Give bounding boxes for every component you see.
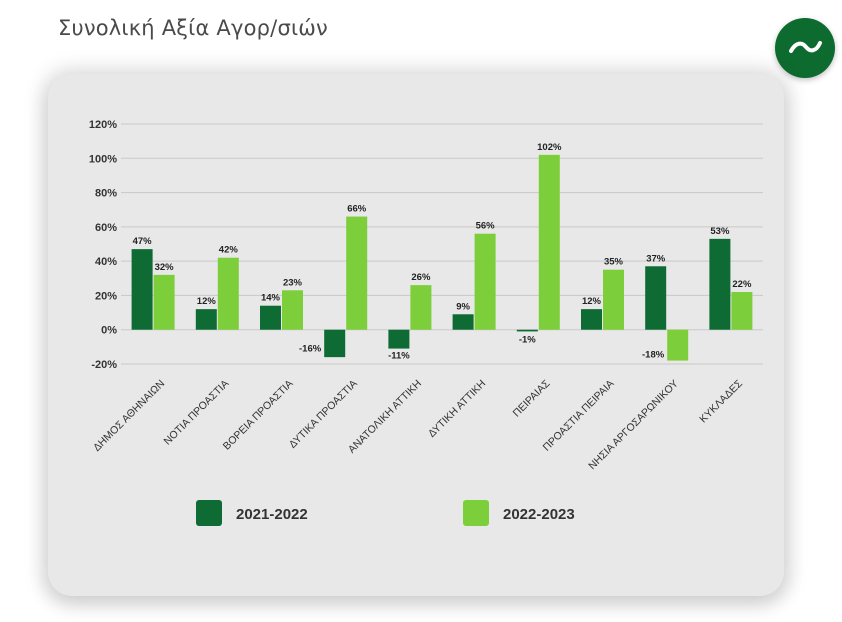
data-label: 47% <box>133 236 153 247</box>
logo <box>775 18 835 78</box>
legend-label: 2022-2023 <box>503 506 575 523</box>
data-label: -16% <box>299 344 322 355</box>
data-label: 102% <box>537 142 562 153</box>
bar <box>153 274 175 330</box>
bar <box>346 216 368 330</box>
x-tick-label: ΝΟΤΙΑ ΠΡΟΑΣΤΙΑ <box>162 378 232 448</box>
x-tick-label: ΔΥΤΙΚΗ ΑΤΤΙΚΗ <box>426 378 488 440</box>
data-label: 66% <box>347 204 367 215</box>
bar <box>410 285 432 330</box>
y-tick-label: -20% <box>91 359 117 371</box>
page-title: Συνολική Αξία Αγορ/σιών <box>58 16 328 40</box>
legend-swatch <box>196 500 222 526</box>
bar-chart: -20% 0% 20% 40% 60% 80% 100% 120% 47% 32% ΔΗΜΟΣ ΑΘ… <box>89 119 763 526</box>
data-label: 12% <box>197 296 217 307</box>
x-tick-label: ΒΟΡΕΙΑ ΠΡΟΑΣΤΙΑ <box>221 378 296 453</box>
tilde-wave-icon <box>789 41 822 53</box>
legend-swatch <box>463 500 489 526</box>
data-label: 53% <box>710 226 730 237</box>
bar <box>452 314 474 330</box>
bar <box>131 249 153 330</box>
data-label: 42% <box>219 245 239 256</box>
data-label: -1% <box>519 335 536 346</box>
bar <box>538 154 560 330</box>
data-label: 35% <box>604 257 624 268</box>
x-tick-label: ΠΡΟΑΣΤΙΑ ΠΕΙΡΑΙΑ <box>541 378 617 454</box>
data-label: 37% <box>646 253 666 264</box>
bar <box>581 309 602 330</box>
y-tick-label: 80% <box>95 188 117 200</box>
data-label: -11% <box>388 351 410 362</box>
y-tick-label: 0% <box>101 325 117 337</box>
bar <box>667 329 689 361</box>
bar <box>474 233 496 330</box>
bar <box>388 329 410 349</box>
data-label: 26% <box>411 272 431 283</box>
data-label: 22% <box>732 279 752 290</box>
y-tick-label: 40% <box>95 256 117 268</box>
data-label: 32% <box>155 262 175 273</box>
bar <box>324 329 346 358</box>
x-tick-label: ΔΗΜΟΣ ΑΘΗΝΑΙΩΝ <box>91 378 167 454</box>
data-label: 23% <box>283 277 303 288</box>
data-label: 12% <box>582 296 602 307</box>
y-tick-label: 60% <box>95 222 117 234</box>
bar <box>217 257 239 330</box>
data-label: 14% <box>261 293 281 304</box>
x-tick-label: ΔΥΤΙΚΑ ΠΡΟΑΣΤΙΑ <box>287 378 360 451</box>
bar <box>645 266 667 330</box>
bar <box>731 292 753 330</box>
data-label: -18% <box>642 350 665 361</box>
bar <box>260 305 281 330</box>
y-tick-label: 120% <box>89 119 117 131</box>
y-tick-label: 20% <box>95 290 117 302</box>
bar <box>603 269 624 330</box>
chart-card: -20% 0% 20% 40% 60% 80% 100% 120% 47% 32% ΔΗΜΟΣ ΑΘ… <box>48 74 784 596</box>
x-tick-label: ΠΕΙΡΑΙΑΣ <box>511 377 553 419</box>
bar <box>516 329 538 332</box>
bar <box>709 238 731 330</box>
x-tick-label: ΚΥΚΛΑΔΕΣ <box>697 377 745 425</box>
x-tick-label: ΑΝΑΤΟΛΙΚΗ ΑΤΤΙΚΗ <box>346 378 424 456</box>
data-label: 9% <box>456 301 470 312</box>
bar <box>282 290 303 330</box>
legend-label: 2021-2022 <box>236 506 308 523</box>
y-tick-label: 100% <box>89 153 117 165</box>
data-label: 56% <box>476 221 496 232</box>
bar <box>195 309 217 330</box>
